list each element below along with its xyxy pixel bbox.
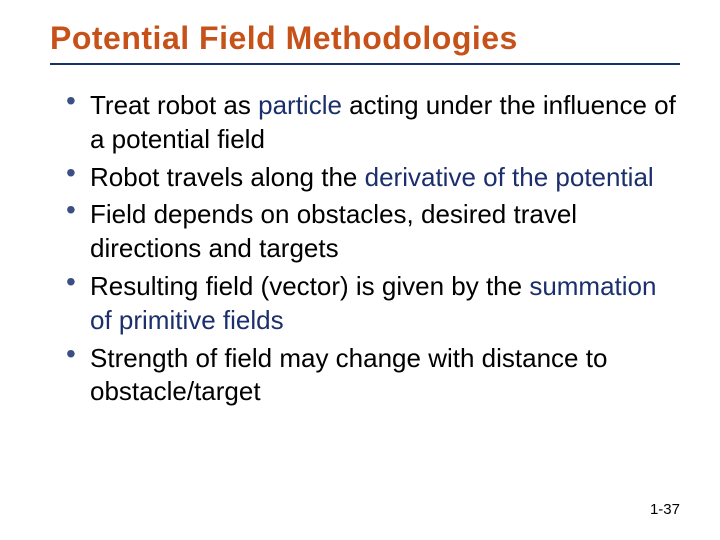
emphasis-text: particle	[258, 90, 342, 120]
bullet-list: Treat robot as particle acting under the…	[50, 89, 680, 409]
body-text: Robot travels along the	[90, 162, 365, 192]
page-number: 1-37	[650, 501, 680, 518]
body-text: Treat robot as	[90, 90, 258, 120]
body-text: Resulting field (vector) is given by the	[90, 271, 529, 301]
bullet-item: Strength of field may change with distan…	[66, 342, 680, 410]
body-text: Field depends on obstacles, desired trav…	[90, 199, 577, 263]
bullet-item: Robot travels along the derivative of th…	[66, 161, 680, 195]
bullet-item: Treat robot as particle acting under the…	[66, 89, 680, 157]
body-text: Strength of field may change with distan…	[90, 343, 607, 407]
slide-title: Potential Field Methodologies	[50, 20, 680, 65]
slide: Potential Field Methodologies Treat robo…	[0, 0, 720, 540]
bullet-item: Resulting field (vector) is given by the…	[66, 270, 680, 338]
bullet-item: Field depends on obstacles, desired trav…	[66, 198, 680, 266]
emphasis-text: derivative of the potential	[365, 162, 654, 192]
